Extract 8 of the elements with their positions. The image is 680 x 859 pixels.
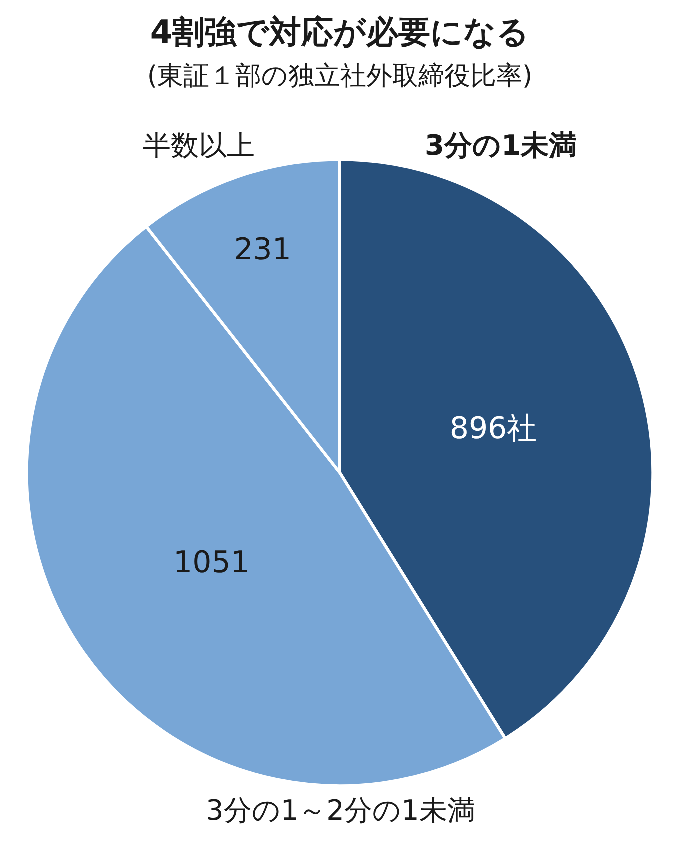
slice-label: 3分の1～2分の1未満 (206, 794, 476, 827)
slice-label: 半数以上 (143, 129, 255, 162)
chart-title: 4割強で対応が必要になる (150, 12, 530, 51)
data-label: 1051 (174, 545, 250, 580)
data-label: 231 (234, 232, 292, 268)
slice-label: 3分の1未満 (425, 129, 577, 162)
chart-subtitle: (東証１部の独立社外取締役比率) (147, 62, 533, 92)
data-label: 896社 (450, 412, 538, 447)
